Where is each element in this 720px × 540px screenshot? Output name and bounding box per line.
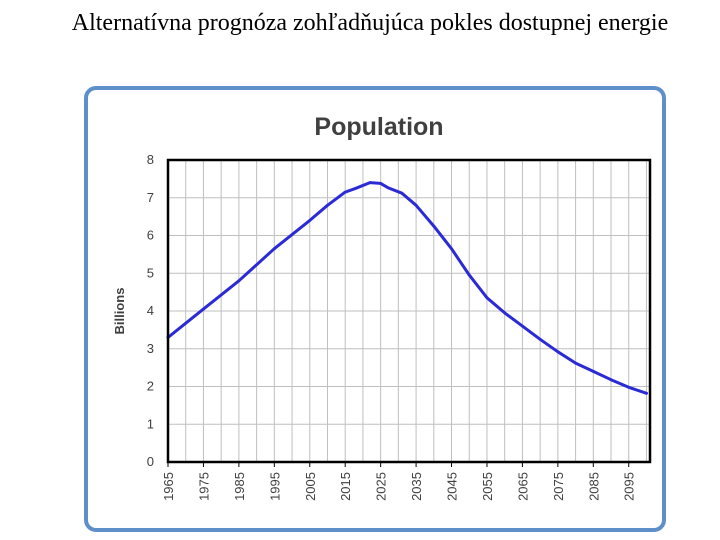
x-tick-label: 1995 [267,472,282,501]
y-axis-label: Billions [112,288,127,335]
x-tick-label: 2005 [303,472,318,501]
x-tick-label: 2035 [409,472,424,501]
y-tick-label: 1 [147,416,154,431]
data-point [574,361,577,365]
x-tick-label: 2025 [374,472,389,501]
data-point [202,307,205,311]
x-tick-label: 2085 [586,472,601,501]
x-tick-label: 2095 [622,472,637,501]
data-point [521,324,524,328]
y-tick-label: 6 [147,228,154,243]
y-tick-label: 2 [147,379,154,394]
chart-title: Population [314,113,443,141]
y-tick-label: 3 [147,341,154,356]
data-point [556,350,560,354]
data-point [343,190,347,194]
data-point [450,247,453,251]
x-tick-label: 2065 [515,472,530,501]
x-tick-label: 2055 [480,472,495,501]
data-point [368,181,372,185]
x-tick-label: 2015 [338,472,353,501]
x-tick-label: 2075 [551,472,566,501]
data-point [645,391,648,395]
data-point [414,203,418,207]
data-point [326,203,329,207]
data-point [237,279,241,283]
data-point [379,182,383,185]
y-tick-label: 8 [147,152,154,167]
y-tick-label: 7 [147,190,154,205]
population-line [166,181,648,395]
data-point [609,378,613,382]
data-point [485,296,489,300]
data-point [503,311,507,315]
x-tick-label: 1975 [196,472,211,501]
data-point [354,186,358,190]
x-tick-label: 1985 [232,472,247,501]
y-tick-label: 4 [147,303,154,318]
data-point [467,273,471,277]
data-point [432,224,436,228]
x-tick-label: 2045 [445,472,460,501]
slide-title: Alternatívna prognóza zohľadňujúca pokle… [71,10,669,36]
grid [167,159,650,463]
data-point [308,219,312,222]
data-point [272,247,276,251]
tick-labels: 0 1 2 3 4 5 6 7 8 1965 1975 1985 1995 2005 2015 2025 203… [147,152,637,501]
y-tick-label: 5 [147,265,154,280]
y-tick-label: 0 [147,454,154,469]
x-tick-label: 1965 [161,472,176,501]
data-point [386,186,390,189]
data-point [591,370,595,373]
data-point [627,385,631,389]
plot-border [166,158,652,464]
data-point [538,337,542,341]
data-point [400,191,404,195]
